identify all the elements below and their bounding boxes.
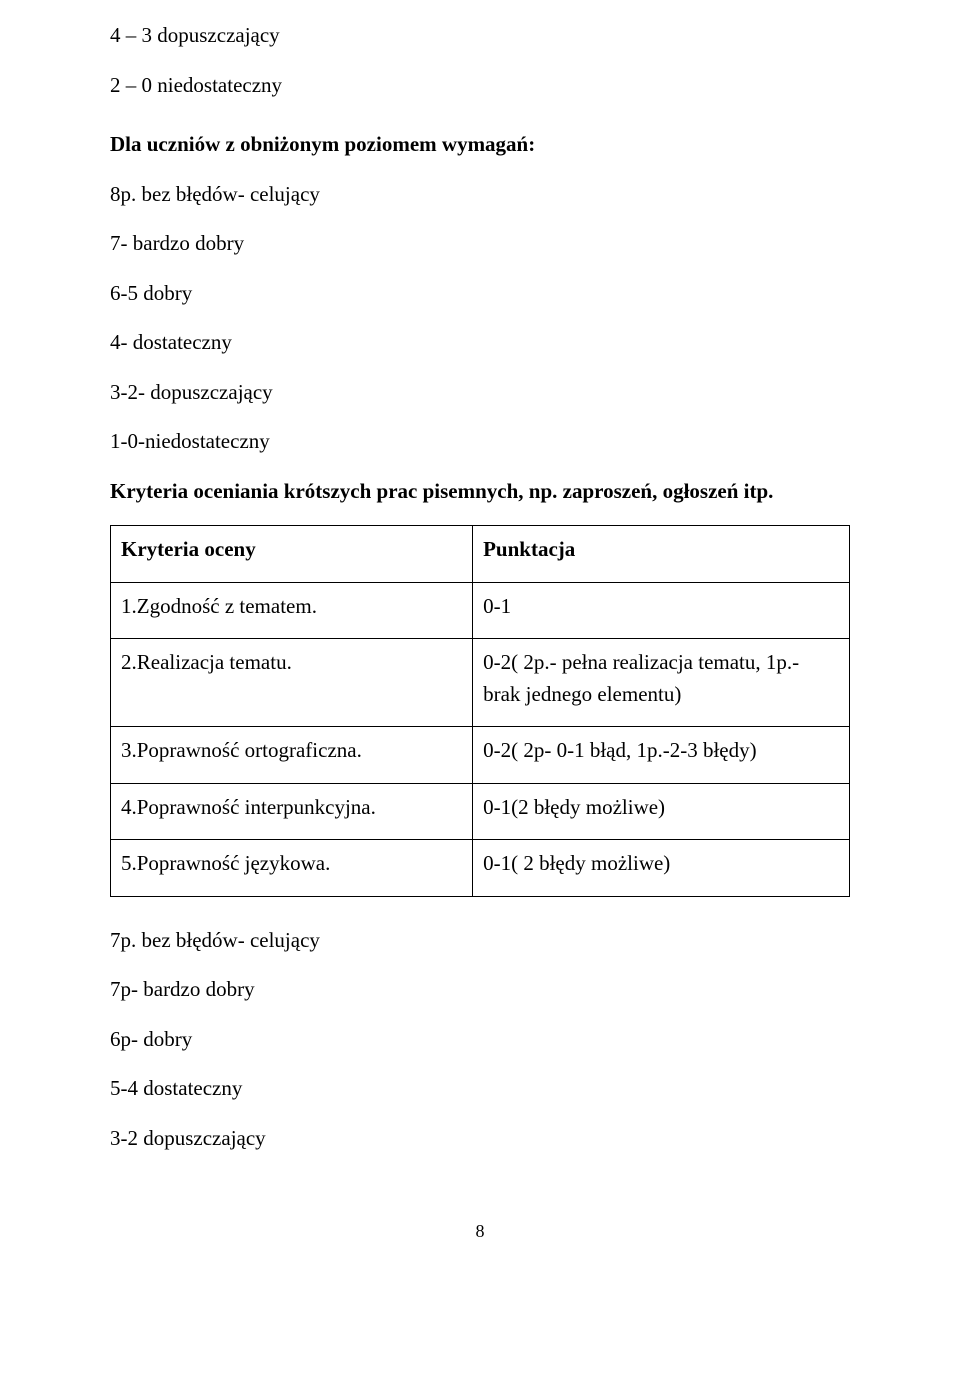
table-row: 4.Poprawność interpunkcyjna. 0-1(2 błędy… <box>111 783 850 840</box>
table-row: 5.Poprawność językowa. 0-1( 2 błędy możl… <box>111 840 850 897</box>
text-line: 7- bardzo dobry <box>110 228 850 260</box>
table-row: 3.Poprawność ortograficzna. 0-2( 2p- 0-1… <box>111 727 850 784</box>
section-heading: Kryteria oceniania krótszych prac pisemn… <box>110 476 850 508</box>
page-number: 8 <box>110 1218 850 1245</box>
text-line: 1-0-niedostateczny <box>110 426 850 458</box>
table-cell: 0-1( 2 błędy możliwe) <box>473 840 850 897</box>
text-line: 3-2- dopuszczający <box>110 377 850 409</box>
text-line: 4- dostateczny <box>110 327 850 359</box>
table-row: 1.Zgodność z tematem. 0-1 <box>111 582 850 639</box>
table-row: Kryteria oceny Punktacja <box>111 526 850 583</box>
table-row: 2.Realizacja tematu. 0-2( 2p.- pełna rea… <box>111 639 850 727</box>
text-line: 6p- dobry <box>110 1024 850 1056</box>
criteria-table: Kryteria oceny Punktacja 1.Zgodność z te… <box>110 525 850 897</box>
table-cell: 0-1 <box>473 582 850 639</box>
section-heading: Dla uczniów z obniżonym poziomem wymagań… <box>110 129 850 161</box>
table-header-cell: Kryteria oceny <box>111 526 473 583</box>
text-line: 5-4 dostateczny <box>110 1073 850 1105</box>
table-cell: 4.Poprawność interpunkcyjna. <box>111 783 473 840</box>
text-line: 3-2 dopuszczający <box>110 1123 850 1155</box>
table-cell: 5.Poprawność językowa. <box>111 840 473 897</box>
grade-line: 4 – 3 dopuszczający <box>110 20 850 52</box>
table-cell: 0-2( 2p.- pełna realizacja tematu, 1p.- … <box>473 639 850 727</box>
table-cell: 1.Zgodność z tematem. <box>111 582 473 639</box>
table-cell: 3.Poprawność ortograficzna. <box>111 727 473 784</box>
grade-line: 2 – 0 niedostateczny <box>110 70 850 102</box>
text-line: 7p- bardzo dobry <box>110 974 850 1006</box>
text-line: 6-5 dobry <box>110 278 850 310</box>
table-cell: 0-2( 2p- 0-1 błąd, 1p.-2-3 błędy) <box>473 727 850 784</box>
table-cell: 2.Realizacja tematu. <box>111 639 473 727</box>
text-line: 7p. bez błędów- celujący <box>110 925 850 957</box>
table-header-cell: Punktacja <box>473 526 850 583</box>
table-cell: 0-1(2 błędy możliwe) <box>473 783 850 840</box>
text-line: 8p. bez błędów- celujący <box>110 179 850 211</box>
